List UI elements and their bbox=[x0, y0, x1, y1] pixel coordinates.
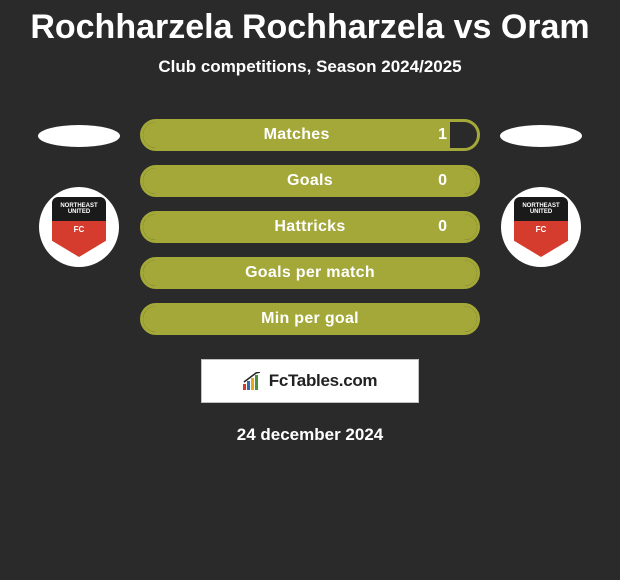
infographic-root: Rochharzela Rochharzela vs Oram Club com… bbox=[0, 0, 620, 580]
club-badge-left: NORTHEAST UNITED FC bbox=[39, 187, 119, 267]
stat-fill: Hattricks bbox=[143, 214, 477, 240]
shield-bottom: FC bbox=[52, 221, 106, 257]
page-subtitle: Club competitions, Season 2024/2025 bbox=[158, 57, 461, 77]
stat-label: Matches bbox=[264, 126, 330, 144]
right-column: NORTHEAST UNITED FC bbox=[500, 119, 582, 267]
club-name-bottom: UNITED bbox=[68, 209, 90, 215]
chart-icon bbox=[243, 372, 265, 390]
stat-label: Min per goal bbox=[261, 310, 359, 328]
date-label: 24 december 2024 bbox=[237, 425, 384, 445]
club-fc: FC bbox=[74, 225, 85, 234]
player-photo-placeholder-left bbox=[38, 125, 120, 147]
stat-bars: Matches 1 Goals 0 Hattricks 0 Goals per match M… bbox=[140, 119, 480, 335]
stat-bar: Hattricks 0 bbox=[140, 211, 480, 243]
content-row: NORTHEAST UNITED FC Matches1Goals0Hattri… bbox=[0, 119, 620, 335]
stat-fill: Goals per match bbox=[143, 260, 477, 286]
shield-top: NORTHEAST UNITED bbox=[514, 197, 568, 221]
stat-fill: Matches bbox=[143, 122, 450, 148]
shield-icon: NORTHEAST UNITED FC bbox=[52, 197, 106, 257]
stat-bar: Goals per match bbox=[140, 257, 480, 289]
stat-value: 0 bbox=[438, 218, 447, 236]
shield-bottom: FC bbox=[514, 221, 568, 257]
stat-label: Goals per match bbox=[245, 264, 375, 282]
shield-icon: NORTHEAST UNITED FC bbox=[514, 197, 568, 257]
left-column: NORTHEAST UNITED FC bbox=[38, 119, 120, 267]
page-title: Rochharzela Rochharzela vs Oram bbox=[30, 8, 589, 47]
stat-value: 1 bbox=[438, 126, 447, 144]
stat-value: 0 bbox=[438, 172, 447, 190]
stat-fill: Goals bbox=[143, 168, 477, 194]
stat-label: Hattricks bbox=[274, 218, 345, 236]
stat-bar: Min per goal bbox=[140, 303, 480, 335]
club-fc: FC bbox=[536, 225, 547, 234]
attribution-box: FcTables.com bbox=[201, 359, 419, 403]
attribution-text: FcTables.com bbox=[269, 371, 378, 391]
stat-fill: Min per goal bbox=[143, 306, 477, 332]
stat-bar: Matches 1 bbox=[140, 119, 480, 151]
club-badge-right: NORTHEAST UNITED FC bbox=[501, 187, 581, 267]
player-photo-placeholder-right bbox=[500, 125, 582, 147]
shield-top: NORTHEAST UNITED bbox=[52, 197, 106, 221]
stat-bar: Goals 0 bbox=[140, 165, 480, 197]
club-name-bottom: UNITED bbox=[530, 209, 552, 215]
stat-label: Goals bbox=[287, 172, 333, 190]
